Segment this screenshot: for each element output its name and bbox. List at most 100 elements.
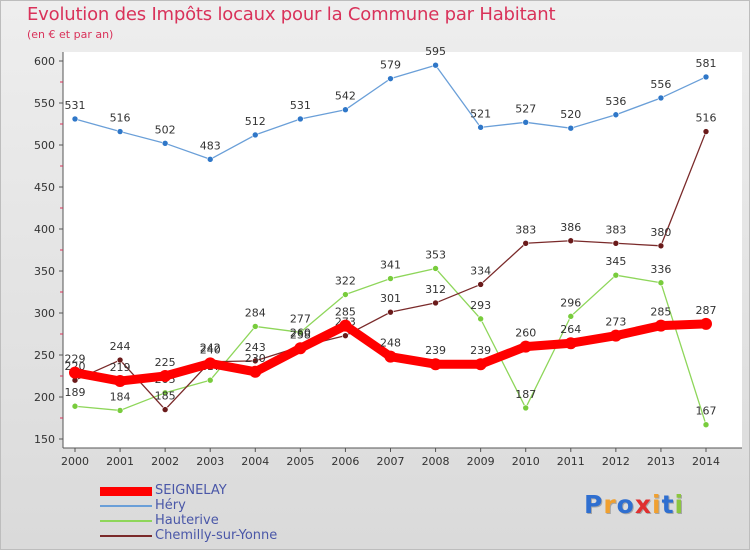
data-point xyxy=(294,342,307,355)
data-point xyxy=(116,407,124,414)
data-point xyxy=(477,281,484,288)
data-point xyxy=(204,357,217,370)
y-tick-label: 550 xyxy=(34,97,55,110)
data-label: 380 xyxy=(650,226,671,239)
data-point xyxy=(657,94,665,102)
data-label: 512 xyxy=(245,115,266,128)
data-label: 345 xyxy=(605,255,626,268)
legend-swatch xyxy=(100,520,152,522)
logo-letter: i xyxy=(652,490,662,519)
data-point xyxy=(71,402,79,410)
legend-label: Chemilly-sur-Yonne xyxy=(155,528,278,543)
data-point xyxy=(387,308,394,316)
data-point xyxy=(387,75,394,82)
data-label: 239 xyxy=(425,344,446,357)
y-tick-label: 300 xyxy=(34,307,55,320)
data-label: 185 xyxy=(155,390,176,403)
data-point xyxy=(71,115,79,123)
data-label: 581 xyxy=(696,57,717,70)
x-tick-label: 2006 xyxy=(331,455,359,468)
data-label: 336 xyxy=(650,263,671,276)
data-label: 322 xyxy=(335,275,356,288)
data-label: 273 xyxy=(605,316,626,329)
data-label: 285 xyxy=(650,306,671,319)
data-point xyxy=(387,275,394,282)
data-point xyxy=(116,356,124,364)
x-tick-label: 2014 xyxy=(692,455,720,468)
data-point xyxy=(474,358,487,371)
data-point xyxy=(702,421,710,429)
logo-letter: i xyxy=(674,490,685,519)
data-label: 230 xyxy=(245,352,266,365)
data-label: 502 xyxy=(155,123,176,136)
data-point xyxy=(384,350,397,363)
data-label: 520 xyxy=(560,108,581,121)
legend-label: Hauterive xyxy=(155,513,219,528)
data-label: 556 xyxy=(650,78,671,91)
x-tick-label: 2001 xyxy=(106,455,134,468)
x-tick-label: 2013 xyxy=(647,455,675,468)
data-label: 521 xyxy=(470,107,491,120)
x-tick-label: 2003 xyxy=(196,455,224,468)
data-point xyxy=(342,106,349,114)
legend-swatch xyxy=(100,535,152,537)
data-point xyxy=(161,389,169,397)
data-label: 225 xyxy=(155,356,176,369)
y-tick-label: 600 xyxy=(34,55,55,68)
data-point xyxy=(251,357,259,365)
x-tick-label: 2007 xyxy=(377,455,405,468)
plot-area xyxy=(63,52,742,448)
data-label: 386 xyxy=(560,221,581,234)
x-tick-label: 2002 xyxy=(151,455,179,468)
data-label: 527 xyxy=(515,102,536,115)
data-point xyxy=(297,115,304,123)
data-label: 244 xyxy=(110,340,131,353)
data-label: 516 xyxy=(110,112,131,125)
y-tick-label: 350 xyxy=(34,265,55,278)
data-label: 167 xyxy=(696,405,717,418)
y-tick-label: 400 xyxy=(34,223,55,236)
data-point xyxy=(612,271,620,279)
data-label: 516 xyxy=(696,112,717,125)
data-label: 229 xyxy=(65,353,86,366)
data-point xyxy=(567,124,575,132)
x-tick-label: 2009 xyxy=(467,455,495,468)
data-point xyxy=(432,265,439,272)
data-label: 240 xyxy=(200,343,221,356)
data-point xyxy=(657,279,665,287)
y-tick-label: 450 xyxy=(34,181,55,194)
data-point xyxy=(612,111,620,119)
data-point xyxy=(161,406,169,413)
data-point xyxy=(657,242,665,250)
data-label: 248 xyxy=(380,337,401,350)
data-label: 189 xyxy=(65,386,86,399)
data-label: 242 xyxy=(200,342,221,355)
data-label: 277 xyxy=(290,312,311,325)
data-point xyxy=(251,323,259,330)
data-point xyxy=(251,131,259,139)
data-label: 258 xyxy=(290,328,311,341)
data-label: 184 xyxy=(110,390,131,403)
data-point xyxy=(654,319,667,332)
data-label: 239 xyxy=(470,344,491,357)
data-label: 293 xyxy=(470,299,491,312)
data-label: 301 xyxy=(380,292,401,305)
data-label: 287 xyxy=(696,304,717,317)
data-point xyxy=(342,332,349,339)
data-label: 595 xyxy=(425,45,446,58)
x-tick-label: 2012 xyxy=(602,455,630,468)
chart-subtitle: (en € et par an) xyxy=(27,28,114,41)
data-label: 536 xyxy=(605,95,626,108)
x-tick-label: 2011 xyxy=(557,455,585,468)
data-label: 383 xyxy=(515,223,536,236)
logo-letter: o xyxy=(616,490,635,519)
data-point xyxy=(339,319,352,332)
data-point xyxy=(567,313,575,320)
data-point xyxy=(432,61,439,69)
x-tick-label: 2000 xyxy=(61,455,89,468)
y-tick-label: 150 xyxy=(34,433,55,446)
data-label: 334 xyxy=(470,264,491,277)
data-label: 260 xyxy=(515,327,536,340)
x-tick-label: 2010 xyxy=(512,455,540,468)
